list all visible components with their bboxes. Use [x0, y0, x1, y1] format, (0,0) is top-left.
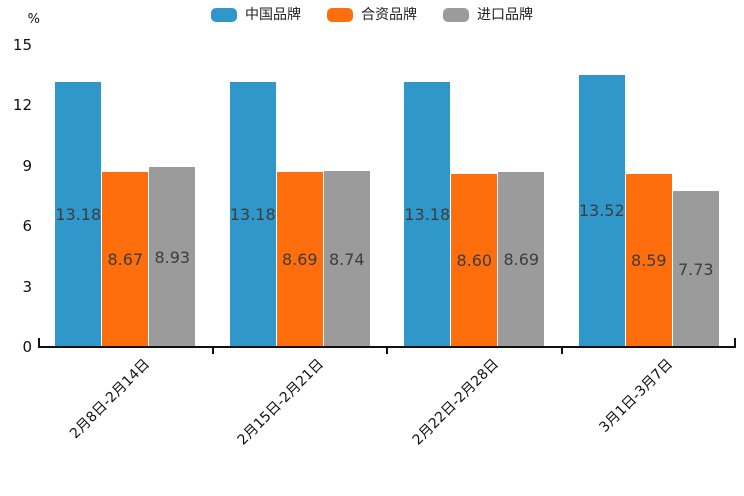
bar-value-label: 13.52: [578, 201, 625, 221]
legend-swatch-icon: [443, 8, 469, 22]
bar-value-label: 8.74: [328, 249, 365, 269]
bar-value-label: 8.59: [630, 251, 667, 271]
y-tick-label: 3: [22, 277, 32, 296]
bar-value-label: 8.93: [154, 247, 191, 267]
bar-value-label: 7.73: [677, 259, 714, 279]
bar-value-label: 8.69: [503, 250, 540, 269]
y-tick-label: 15: [12, 36, 32, 54]
bar-合资品牌-0: 8.67: [102, 172, 149, 347]
bar-value-label: 13.18: [229, 204, 276, 224]
bar-value-label: 13.18: [55, 204, 102, 224]
bar-中国品牌-1: 13.18: [229, 81, 276, 347]
y-axis-unit-label: %: [27, 12, 40, 27]
bar-合资品牌-3: 8.59: [625, 174, 672, 347]
x-tick-label-1: 2月15日-2月21日: [234, 356, 328, 449]
bar-value-label: 8.69: [281, 250, 318, 269]
bar-合资品牌-2: 8.60: [451, 173, 498, 347]
x-axis-line: [38, 346, 736, 348]
axis-endcap: [734, 338, 736, 346]
legend-item-2[interactable]: 进口品牌: [443, 6, 533, 24]
bar-中国品牌-0: 13.18: [55, 81, 102, 347]
bar-value-label: 13.18: [404, 204, 451, 224]
legend-item-0[interactable]: 中国品牌: [211, 6, 301, 24]
axis-endcap: [38, 338, 40, 346]
x-tick-label-2: 2月22日-2月28日: [409, 356, 502, 449]
chart-legend: 中国品牌 合资品牌 进口品牌: [0, 6, 744, 24]
x-axis-tick: [560, 348, 563, 354]
x-axis-tick: [211, 348, 214, 354]
legend-item-label: 进口品牌: [477, 7, 533, 23]
y-tick-label: 12: [12, 96, 32, 115]
legend-item-1[interactable]: 合资品牌: [327, 6, 417, 24]
y-tick-label: 0: [22, 338, 32, 356]
bar-合资品牌-1: 8.69: [276, 172, 323, 347]
x-tick-label-3: 3月1日-3月7日: [596, 356, 677, 436]
bar-中国品牌-3: 13.52: [578, 74, 625, 347]
bar-value-label: 8.60: [456, 250, 493, 270]
x-tick-label-0: 2月8日-2月14日: [66, 356, 153, 443]
y-tick-label: 9: [22, 156, 32, 175]
legend-item-label: 合资品牌: [361, 7, 417, 23]
bar-进口品牌-0: 8.93: [149, 167, 196, 347]
legend-swatch-icon: [327, 8, 353, 22]
bar-进口品牌-1: 8.74: [323, 171, 370, 347]
bar-进口品牌-2: 8.69: [498, 172, 545, 347]
legend-swatch-icon: [211, 8, 237, 22]
bar-进口品牌-3: 7.73: [672, 191, 719, 347]
bar-中国品牌-2: 13.18: [404, 81, 451, 347]
x-axis-tick: [386, 348, 388, 354]
bar-value-label: 8.67: [107, 250, 144, 270]
legend-item-label: 中国品牌: [245, 7, 301, 23]
y-tick-label: 6: [22, 217, 32, 236]
